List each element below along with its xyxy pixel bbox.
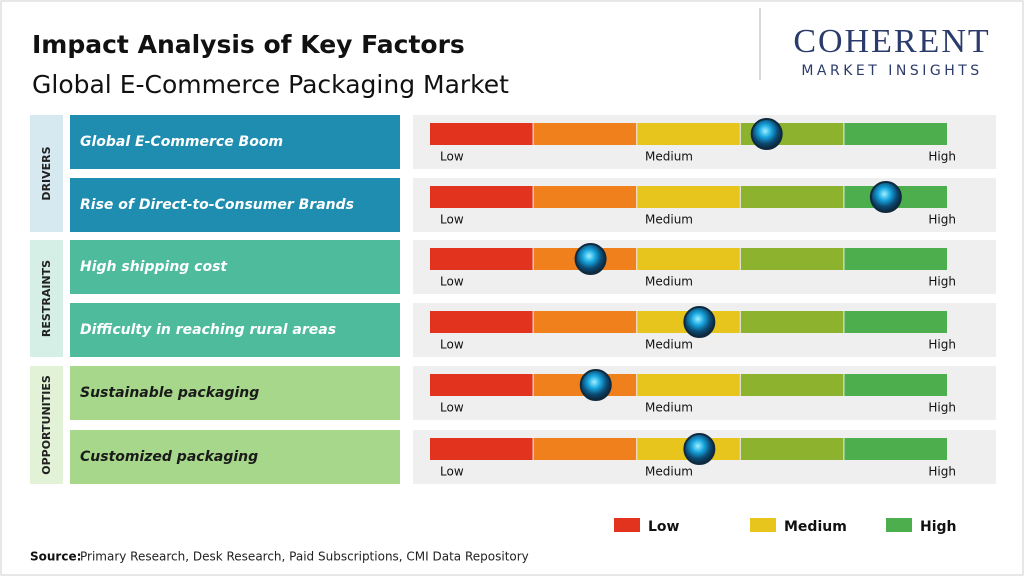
factor-label: Sustainable packaging xyxy=(80,385,259,401)
gauge-segment xyxy=(740,374,844,396)
gauge-segment xyxy=(740,248,844,270)
legend-label: Medium xyxy=(784,519,847,535)
group-side xyxy=(30,115,63,232)
source-label: Source: xyxy=(30,550,81,564)
impact-knob xyxy=(869,181,902,213)
factor-label: High shipping cost xyxy=(80,259,228,275)
gauge-segment xyxy=(430,123,533,145)
source-text: Primary Research, Desk Research, Paid Su… xyxy=(80,550,529,564)
gauge-segment xyxy=(844,311,947,333)
gauge-label: Medium xyxy=(645,338,693,352)
gauge-segment xyxy=(533,438,637,460)
group-label: RESTRAINTS xyxy=(40,260,53,337)
impact-knob xyxy=(579,369,612,401)
group-side xyxy=(30,366,63,484)
factor-box xyxy=(70,303,400,357)
gauge-segment xyxy=(637,123,740,145)
factor-box xyxy=(70,366,400,420)
subtitle: Global E-Commerce Packaging Market xyxy=(32,70,509,99)
gauge-segment xyxy=(533,186,637,208)
gauge-segment xyxy=(637,248,740,270)
gauge-segment xyxy=(844,374,947,396)
impact-knob xyxy=(750,118,783,150)
gauge-label: Low xyxy=(440,213,464,227)
factor-box xyxy=(70,240,400,294)
factor-box xyxy=(70,115,400,169)
factor-box xyxy=(70,430,400,484)
gauge-label: Medium xyxy=(645,150,693,164)
legend-swatch xyxy=(886,518,912,532)
logo-name: COHERENT xyxy=(793,23,990,60)
gauge-label: Medium xyxy=(645,401,693,415)
gauge-label: High xyxy=(928,150,956,164)
impact-knob xyxy=(574,243,607,275)
gauge-label: Low xyxy=(440,150,464,164)
logo-tagline: MARKET INSIGHTS xyxy=(801,63,982,79)
gauge-segment xyxy=(740,438,844,460)
gauge-label: Medium xyxy=(645,213,693,227)
gauge-segment xyxy=(430,248,533,270)
factor-label: Rise of Direct-to-Consumer Brands xyxy=(80,197,354,213)
gauge-segment xyxy=(844,123,947,145)
gauge-segment xyxy=(533,311,637,333)
gauge-segment xyxy=(430,374,533,396)
gauge-segment xyxy=(637,374,740,396)
gauge-segment xyxy=(430,186,533,208)
group-side xyxy=(30,240,63,357)
legend-swatch xyxy=(614,518,640,532)
factor-box xyxy=(70,178,400,232)
gauge-label: High xyxy=(928,465,956,479)
gauge-segment xyxy=(844,438,947,460)
gauge-label: High xyxy=(928,338,956,352)
gauge-label: Low xyxy=(440,338,464,352)
gauge-label: Low xyxy=(440,465,464,479)
title: Impact Analysis of Key Factors xyxy=(32,30,465,59)
gauge-segment xyxy=(637,186,740,208)
legend-label: Low xyxy=(648,519,680,535)
gauge-segment xyxy=(740,311,844,333)
group-label: DRIVERS xyxy=(40,146,53,200)
gauge-segment xyxy=(430,311,533,333)
gauge-segment xyxy=(430,438,533,460)
gauge-segment xyxy=(533,123,637,145)
gauge-segment xyxy=(740,186,844,208)
impact-knob xyxy=(683,306,716,338)
group-label: OPPORTUNITIES xyxy=(40,375,53,475)
factor-label: Difficulty in reaching rural areas xyxy=(80,322,336,338)
gauge-label: High xyxy=(928,213,956,227)
gauge-label: Medium xyxy=(645,465,693,479)
impact-knob xyxy=(683,433,716,465)
gauge-segment xyxy=(844,248,947,270)
gauge-label: Medium xyxy=(645,275,693,289)
gauge-label: High xyxy=(928,401,956,415)
legend-swatch xyxy=(750,518,776,532)
gauge-label: High xyxy=(928,275,956,289)
gauge-label: Low xyxy=(440,401,464,415)
legend-label: High xyxy=(920,519,957,535)
factor-label: Customized packaging xyxy=(80,449,258,465)
factor-label: Global E-Commerce Boom xyxy=(80,134,283,150)
gauge-label: Low xyxy=(440,275,464,289)
